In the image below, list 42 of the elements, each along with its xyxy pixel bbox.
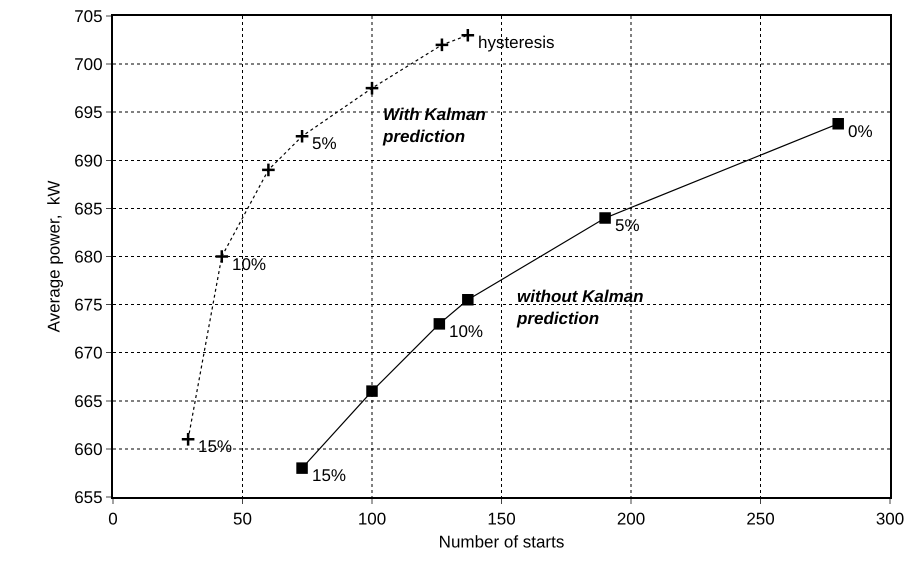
x-tick-label: 250 (746, 509, 775, 528)
y-tick-label: 690 (74, 151, 103, 170)
y-tick-label: 695 (74, 103, 103, 122)
point (434, 37, 450, 52)
y-tick-label: 670 (74, 344, 103, 363)
x-tick-label: 100 (358, 509, 386, 528)
point (599, 212, 611, 224)
y-tick-label: 705 (74, 6, 103, 26)
annotation: 15% (312, 466, 346, 485)
point (364, 80, 380, 96)
point (434, 318, 446, 330)
point (260, 162, 276, 178)
annotation: 10% (232, 255, 266, 274)
y-tick-label: 665 (74, 392, 103, 411)
point (366, 385, 378, 397)
y-tick-label: 685 (74, 199, 103, 218)
point (462, 294, 474, 306)
point (180, 432, 196, 447)
x-axis-title: Number of starts (438, 532, 564, 552)
annotation: 5% (312, 134, 337, 153)
y-tick-label: 675 (74, 296, 103, 315)
annotation: 0% (848, 122, 873, 141)
y-axis-title: Average power, kW (44, 180, 64, 332)
point (832, 118, 844, 130)
annotation: 10% (449, 322, 484, 341)
x-tick-label: 0 (108, 509, 118, 528)
point (294, 128, 310, 144)
point (296, 462, 308, 474)
y-tick-label: 700 (74, 55, 103, 74)
point (460, 28, 476, 43)
annotation: 5% (615, 216, 640, 235)
point (214, 248, 230, 264)
x-tick-label: 150 (487, 509, 516, 528)
annotation: hysteresis (478, 33, 555, 52)
x-tick-label: 200 (616, 509, 646, 528)
y-tick-label: 660 (74, 440, 103, 459)
x-tick-label: 50 (233, 509, 252, 528)
series-label: without Kalman prediction (516, 287, 644, 328)
x-tick-label: 300 (876, 509, 904, 528)
annotation: 15% (198, 437, 232, 456)
y-tick-label: 655 (74, 488, 103, 507)
y-tick-label: 680 (74, 247, 103, 266)
